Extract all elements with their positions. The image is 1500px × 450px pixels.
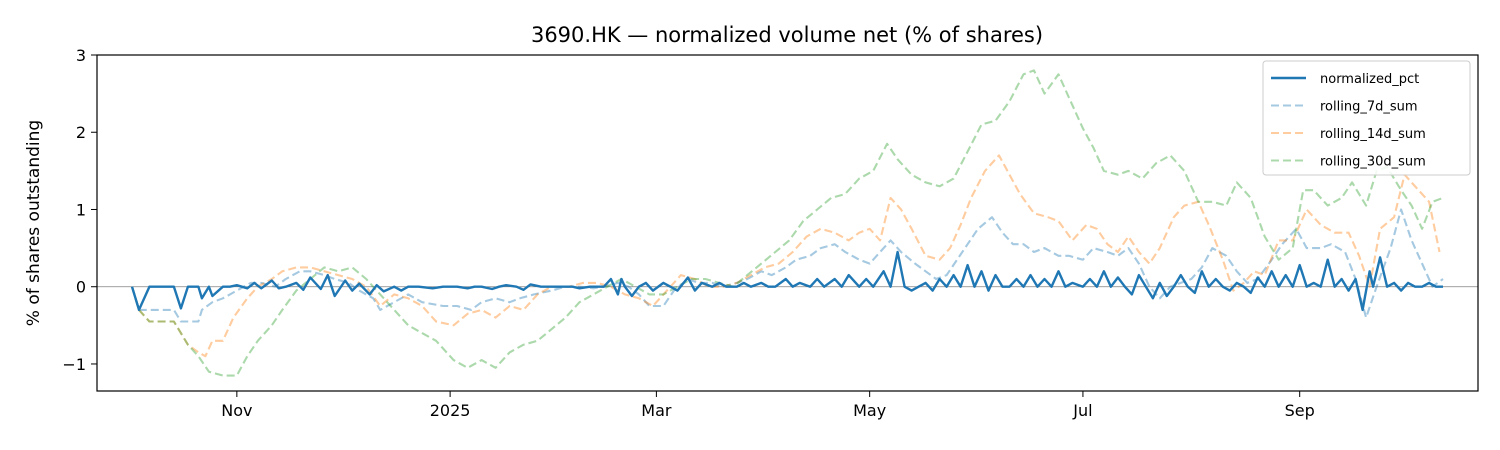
plot-frame: [96, 54, 1479, 392]
x-tick-label: May: [853, 401, 886, 420]
y-tick-label: 1: [76, 200, 86, 219]
y-axis: −1 0 1 2 3: [62, 46, 97, 374]
chart-title: 3690.HK — normalized volume net (% of sh…: [531, 23, 1043, 47]
y-tick-label: −1: [62, 355, 86, 374]
plot-area: [96, 54, 1479, 392]
y-tick-label: 2: [76, 123, 86, 142]
legend-label-normalized_pct: normalized_pct: [1320, 72, 1419, 87]
series-line-rolling_7d_sum: [130, 208, 1444, 323]
x-tick-label: Nov: [221, 401, 252, 420]
x-tick-label: Sep: [1285, 401, 1315, 420]
legend: normalized_pct rolling_7d_sum rolling_14d_…: [1262, 60, 1471, 176]
y-axis-label: % of shares outstanding: [24, 120, 44, 326]
legend-label-rolling_14d_sum: rolling_14d_sum: [1320, 127, 1426, 142]
legend-label-rolling_7d_sum: rolling_7d_sum: [1320, 100, 1418, 115]
y-tick-label: 3: [76, 46, 86, 65]
series-line-normalized_pct: [130, 250, 1443, 312]
series-layer: [130, 69, 1444, 377]
x-tick-label: 2025: [430, 401, 471, 420]
plot-background: [97, 55, 1478, 391]
y-tick-label: 0: [76, 278, 86, 297]
x-tick-label: Mar: [641, 401, 672, 420]
legend-label-rolling_30d_sum: rolling_30d_sum: [1320, 155, 1426, 170]
x-tick-label: Jul: [1072, 401, 1092, 420]
series-line-rolling_30d_sum: [130, 69, 1444, 377]
x-axis: Nov 2025 Mar May Jul Sep: [221, 391, 1315, 420]
legend-box: [1262, 60, 1471, 176]
series-line-rolling_14d_sum: [130, 154, 1441, 358]
